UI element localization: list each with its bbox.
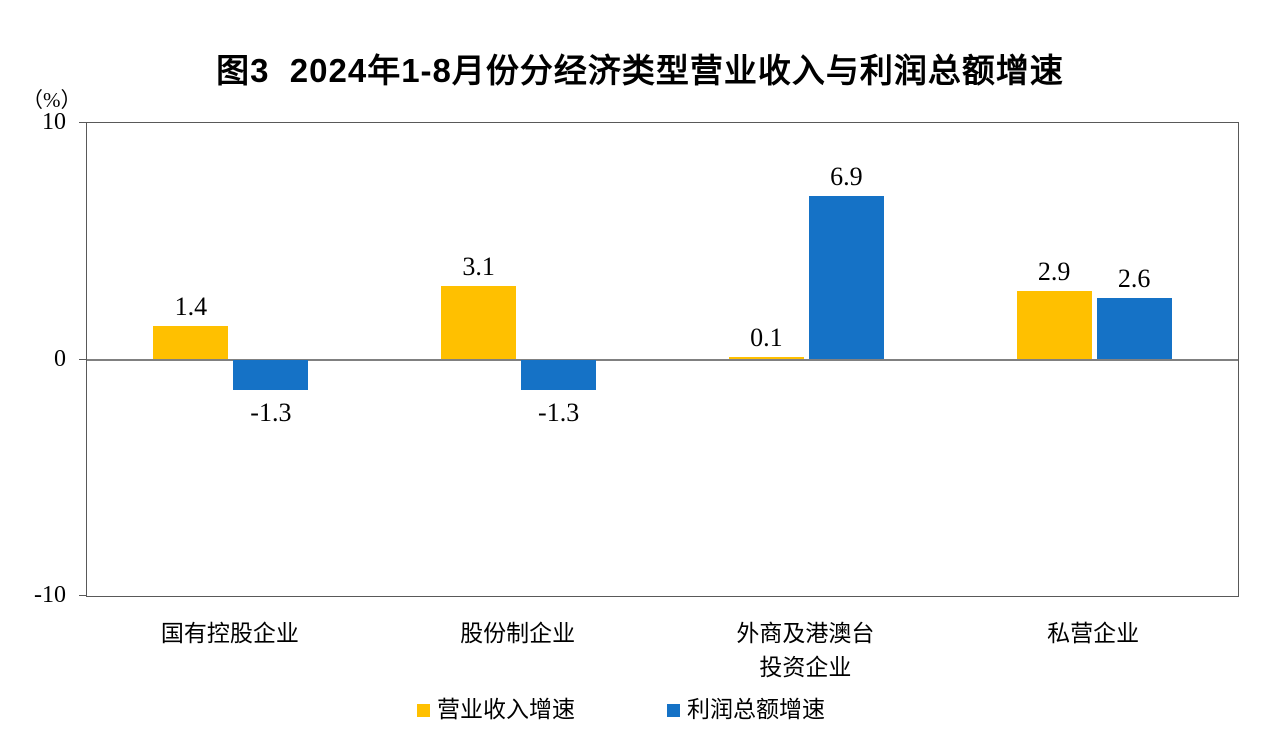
bar-value-label: 3.1	[462, 252, 495, 282]
bar-利润总额增速-私营企业	[1096, 298, 1172, 360]
bar-value-label: 1.4	[174, 292, 208, 322]
legend-item-营业收入增速: 营业收入增速	[417, 697, 575, 723]
y-tick-label: 10	[42, 109, 66, 135]
y-tick-label: 0	[54, 345, 66, 372]
bar-value-label: -1.3	[250, 398, 292, 428]
bar-利润总额增速-国有控股企业	[233, 359, 309, 391]
bar-value-label: -1.3	[538, 398, 580, 428]
zero-baseline	[87, 358, 1238, 361]
y-axis-unit-label: （%）	[22, 88, 82, 112]
plot-area: 1.4 3.1 0.1 2.9 -1.3 -1.3 6.9 2.6	[86, 122, 1239, 597]
y-tick-label: -10	[34, 582, 66, 608]
bar-营业收入增速-外商及港澳台投资企业	[728, 357, 804, 360]
y-tick-mark	[79, 358, 86, 360]
x-category-label: 私营企业	[1047, 621, 1140, 646]
x-category-label: 国有控股企业	[160, 621, 299, 646]
legend-item-利润总额增速: 利润总额增速	[667, 697, 825, 723]
bar-营业收入增速-国有控股企业	[153, 326, 229, 360]
bar-利润总额增速-外商及港澳台投资企业	[808, 196, 884, 360]
x-category-label: 外商及港澳台 投资企业	[736, 621, 875, 680]
chart-title: 图3 2024年1-8月份分经济类型营业收入与利润总额增速	[216, 52, 1064, 89]
y-tick-mark	[79, 595, 86, 596]
bar-营业收入增速-私营企业	[1016, 290, 1092, 360]
legend-label: 利润总额增速	[687, 697, 825, 722]
y-tick-mark	[79, 122, 86, 123]
legend-swatch	[417, 703, 430, 717]
bar-营业收入增速-股份制企业	[441, 286, 517, 360]
legend: 营业收入增速 利润总额增速	[417, 697, 825, 723]
legend-swatch	[667, 703, 680, 717]
x-category-label: 股份制企业	[460, 621, 576, 646]
bar-value-label: 6.9	[830, 162, 863, 192]
bar-value-label: 2.9	[1037, 256, 1071, 286]
legend-label: 营业收入增速	[437, 697, 575, 722]
bar-利润总额增速-股份制企业	[521, 359, 597, 391]
bar-value-label: 0.1	[750, 323, 783, 353]
bar-value-label: 2.6	[1117, 264, 1151, 293]
